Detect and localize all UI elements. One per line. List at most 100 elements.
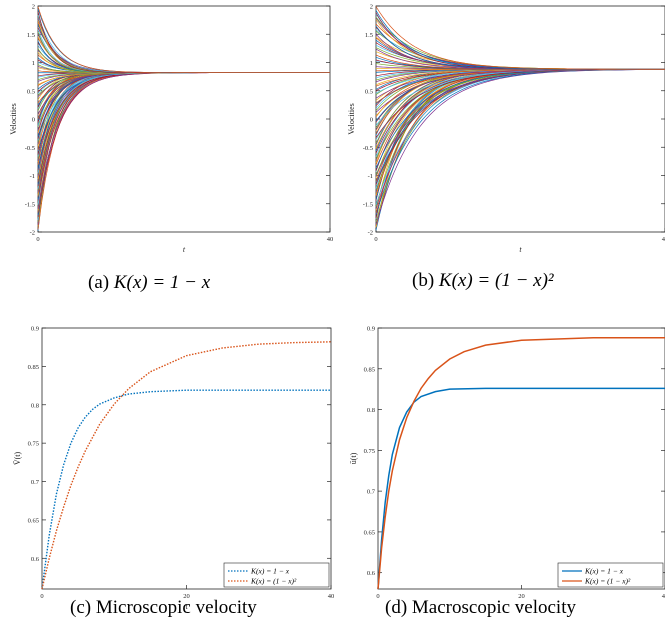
trajectory-line	[375, 23, 665, 70]
x-axis-label: t	[520, 602, 523, 610]
trajectory-line	[37, 11, 330, 74]
y-tick-label: 0.6	[31, 556, 40, 563]
caption-d-text: Macroscopic velocity	[411, 597, 576, 618]
trajectory-line	[37, 44, 330, 74]
x-axis-label: t	[185, 602, 188, 610]
y-tick-label: 0.7	[367, 489, 376, 496]
trajectory-line	[375, 68, 665, 189]
legend: K(x) = 1 − xK(x) = (1 − x)²	[223, 562, 330, 588]
trajectory-line	[37, 18, 330, 74]
y-axis-label: Velocities	[347, 103, 356, 135]
trajectory-line	[375, 6, 665, 70]
y-axis-label: Velocities	[9, 103, 18, 135]
y-tick-label: 0	[370, 117, 373, 124]
trajectory-line	[37, 72, 330, 205]
y-tick-label: 0.9	[31, 326, 39, 333]
y-tick-label: 0.65	[364, 529, 375, 536]
trajectory-line	[37, 20, 330, 74]
trajectory-line	[375, 68, 665, 193]
trajectory-line	[375, 68, 665, 197]
caption-c-text: Microscopic velocity	[95, 597, 257, 618]
caption-c: (c) Microscopic velocity	[70, 597, 257, 619]
x-tick-label: 20	[183, 593, 190, 600]
x-tick-label: 0	[40, 593, 43, 600]
y-tick-label: 1.5	[365, 32, 373, 39]
trajectory-line	[37, 72, 330, 226]
caption-a-tag: (a)	[88, 272, 110, 293]
y-tick-label: -1.5	[363, 201, 373, 208]
series-line-2	[41, 341, 332, 590]
trajectory-line	[37, 27, 330, 74]
trajectory-line	[37, 72, 330, 206]
trajectory-line	[375, 69, 665, 214]
y-tick-label: -2	[30, 230, 35, 237]
y-tick-label: 0.6	[367, 570, 376, 577]
caption-b-formula: K(x) = (1 − x)²	[438, 270, 554, 291]
series-line-1	[377, 387, 665, 590]
caption-a: (a) K(x) = 1 − x	[88, 272, 210, 294]
y-tick-label: 0.75	[364, 448, 375, 455]
trajectory-line	[37, 31, 330, 74]
caption-d: (d) Macroscopic velocity	[385, 597, 576, 619]
trajectory-line	[37, 29, 330, 74]
trajectory-line	[37, 14, 330, 74]
y-tick-label: -1	[368, 173, 373, 180]
trajectory-line	[375, 68, 665, 134]
y-axis-label: ū(t)	[349, 452, 358, 464]
y-tick-label: 0.75	[28, 441, 39, 448]
trajectory-line	[375, 68, 665, 195]
plot-frame	[41, 327, 332, 590]
trajectory-line	[37, 72, 330, 197]
y-tick-label: 0.85	[28, 364, 39, 371]
y-tick-label: -2	[368, 230, 373, 237]
y-axis-label: V̄(t)	[13, 452, 22, 466]
x-axis-label: t	[519, 245, 522, 254]
plot-frame	[37, 5, 331, 233]
caption-b-tag: (b)	[412, 270, 435, 291]
caption-d-tag: (d)	[385, 597, 408, 618]
y-tick-label: 0.5	[365, 88, 373, 95]
trajectory-group	[375, 6, 665, 231]
y-tick-label: 0.9	[367, 326, 375, 333]
trajectory-line	[37, 72, 330, 213]
caption-a-formula: K(x) = 1 − x	[113, 272, 211, 293]
y-tick-label: -0.5	[363, 145, 373, 152]
trajectory-line	[37, 72, 330, 201]
y-tick-label: 1	[32, 60, 35, 67]
trajectory-line	[37, 72, 330, 141]
legend-box	[557, 562, 664, 588]
trajectory-line	[37, 72, 330, 196]
velocities-chart-b: -2 -1.5 -1 -0.5 0 0.5 1 1.5 2 0 40 t Velocities	[347, 4, 665, 254]
trajectory-line	[37, 72, 330, 218]
y-tick-label: 1.5	[27, 32, 35, 39]
macroscopic-velocity-chart: 0.6 0.65 0.7 0.75 0.8 0.85 0.9 0 20 40 t ū(t) K(x) =…	[349, 326, 665, 610]
x-tick-label: 40	[662, 236, 665, 243]
y-tick-label: 0.7	[31, 479, 40, 486]
x-tick-label: 0	[36, 236, 39, 243]
trajectory-line	[37, 72, 330, 222]
x-tick-label: 0	[374, 236, 377, 243]
y-tick-label: -1.5	[25, 201, 35, 208]
microscopic-velocity-chart: 0.6 0.65 0.7 0.75 0.8 0.85 0.9 0 20 40 t V̄(t) K(x) …	[13, 326, 335, 611]
y-tick-label: 0.65	[28, 517, 39, 524]
trajectory-line	[37, 72, 330, 211]
y-tick-label: 0.8	[31, 402, 39, 409]
trajectory-line	[375, 34, 665, 70]
legend-label-2: K(x) = (1 − x)²	[250, 577, 297, 586]
trajectory-line	[37, 72, 330, 126]
trajectory-line	[375, 13, 665, 70]
trajectory-line	[37, 72, 330, 230]
x-tick-label: 40	[327, 236, 334, 243]
caption-c-tag: (c)	[70, 597, 92, 618]
y-tick-label: 0.5	[27, 88, 35, 95]
x-tick-label: 20	[518, 593, 525, 600]
trajectory-line	[37, 72, 330, 210]
legend-box	[223, 562, 330, 588]
trajectory-line	[37, 8, 330, 74]
plot-frame	[377, 327, 665, 590]
legend: K(x) = 1 − xK(x) = (1 − x)²	[557, 562, 664, 588]
series-line-1	[41, 389, 331, 590]
legend-label-1: K(x) = 1 − x	[584, 567, 624, 576]
trajectory-line	[37, 15, 330, 74]
x-tick-label: 40	[328, 593, 335, 600]
